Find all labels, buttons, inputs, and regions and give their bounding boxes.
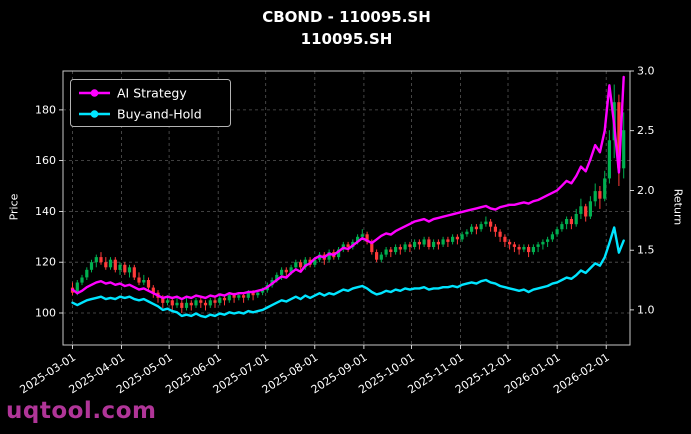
- legend-box: [70, 79, 231, 127]
- y-left-tick-label: 100: [35, 307, 56, 320]
- y-left-tick-label: 140: [35, 205, 56, 218]
- series-ai-strategy: [71, 75, 625, 301]
- y-right-tick-label: 1.0: [637, 303, 655, 316]
- y-left-tick-label: 120: [35, 256, 56, 269]
- title-block: CBOND - 110095.SH 110095.SH: [63, 6, 630, 50]
- legend-item-buy-and-hold: Buy-and-Hold: [79, 107, 202, 122]
- legend-marker-icon: [90, 110, 99, 118]
- legend: AI Strategy Buy-and-Hold: [70, 79, 231, 127]
- grid: [63, 71, 630, 345]
- plot-border: [62, 70, 631, 346]
- legend-label: Buy-and-Hold: [117, 107, 202, 122]
- y-right-tick-label: 2.0: [637, 184, 655, 197]
- y-axis-label-price: Price: [7, 193, 21, 221]
- legend-marker-icon: [90, 89, 99, 97]
- legend-label: AI Strategy: [117, 86, 187, 101]
- y-axis-label-return: Return: [671, 188, 685, 226]
- watermark: uqtool.com: [6, 398, 157, 424]
- x-tick-label: 2026-02-01: [551, 351, 612, 397]
- legend-item-ai-strategy: AI Strategy: [79, 86, 187, 101]
- y-left-tick-label: 180: [35, 103, 56, 116]
- series-buy-and-hold: [71, 226, 625, 319]
- y-left-tick-label: 160: [35, 154, 56, 167]
- chart-title: CBOND - 110095.SH: [262, 8, 431, 26]
- y-right-tick-label: 3.0: [637, 65, 655, 78]
- y-right-tick-label: 2.5: [637, 124, 655, 137]
- candlesticks: [70, 84, 626, 313]
- y-right-tick-label: 1.5: [637, 244, 655, 257]
- chart-subtitle: 110095.SH: [300, 30, 393, 48]
